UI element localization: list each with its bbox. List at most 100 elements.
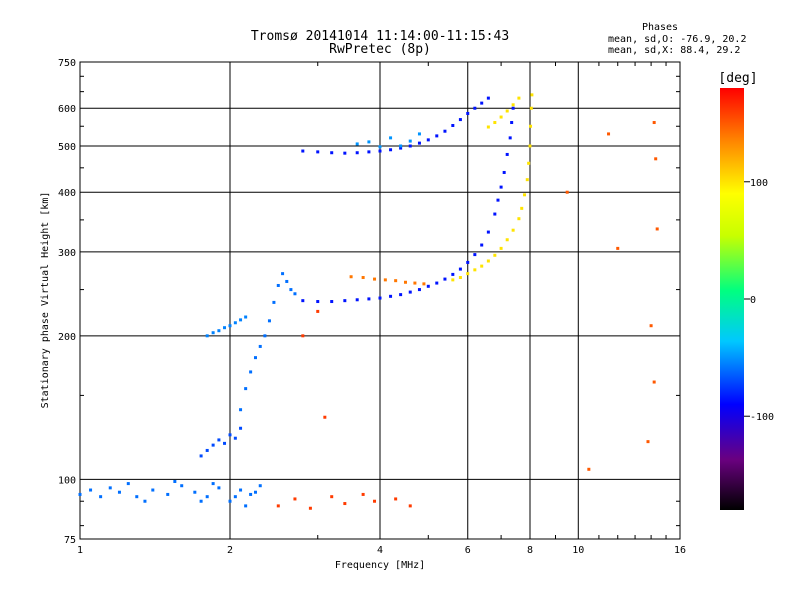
data-point xyxy=(529,124,533,128)
data-point xyxy=(523,193,527,197)
data-point xyxy=(383,278,387,282)
data-point xyxy=(399,146,403,150)
data-point xyxy=(281,272,285,276)
data-point xyxy=(486,230,490,234)
data-point xyxy=(528,144,532,148)
data-point xyxy=(408,504,412,508)
data-point xyxy=(367,150,371,154)
data-point xyxy=(646,440,650,444)
data-point xyxy=(316,309,320,313)
data-point xyxy=(493,121,497,125)
y-tick-label: 300 xyxy=(58,248,76,259)
data-point xyxy=(525,178,529,182)
data-point xyxy=(486,125,490,129)
y-tick-label: 100 xyxy=(58,475,76,486)
data-point xyxy=(205,334,209,338)
data-point xyxy=(652,380,656,384)
data-point xyxy=(289,288,293,292)
data-point xyxy=(199,499,203,503)
data-point xyxy=(217,438,221,442)
data-point xyxy=(239,426,243,430)
phases-o-stats: mean, sd,O: -76.9, 20.2 xyxy=(608,34,746,45)
data-point xyxy=(272,300,276,304)
data-point xyxy=(417,288,421,292)
data-point xyxy=(389,294,393,298)
data-point xyxy=(244,504,248,508)
colorbar-tick-label: 100 xyxy=(750,178,768,189)
data-point xyxy=(108,486,112,490)
y-tick-label: 500 xyxy=(58,142,76,153)
chart-title: Tromsø 20141014 11:14:00-11:15:43 xyxy=(251,29,509,44)
data-points xyxy=(78,93,659,510)
data-point xyxy=(511,106,515,110)
data-point xyxy=(473,268,477,272)
data-point xyxy=(343,151,347,155)
data-point xyxy=(373,499,377,503)
colorbar-ticks: 100 0 -100 xyxy=(744,178,774,423)
data-point xyxy=(458,276,462,280)
data-point xyxy=(166,492,170,496)
data-point xyxy=(389,148,393,152)
x-tick-label: 4 xyxy=(377,545,383,556)
phases-heading: Phases xyxy=(642,22,678,33)
data-point xyxy=(301,149,305,153)
data-point xyxy=(343,299,347,303)
data-point xyxy=(253,490,257,494)
data-point xyxy=(527,161,531,165)
data-point xyxy=(361,492,365,496)
data-point xyxy=(502,170,506,174)
data-point xyxy=(616,246,620,250)
data-point xyxy=(655,227,659,231)
data-point xyxy=(244,315,248,319)
data-point xyxy=(403,280,407,284)
data-point xyxy=(211,331,215,335)
data-point xyxy=(361,276,365,280)
x-tick-label: 16 xyxy=(674,545,686,556)
data-point xyxy=(422,282,426,286)
data-point xyxy=(258,484,262,488)
x-axis-label: Frequency [MHz] xyxy=(335,560,425,571)
data-point xyxy=(258,344,262,348)
data-point xyxy=(443,277,447,281)
data-point xyxy=(466,260,470,264)
data-point xyxy=(316,300,320,304)
colorbar xyxy=(720,88,744,510)
data-point xyxy=(367,140,371,144)
data-point xyxy=(117,490,121,494)
data-point xyxy=(293,292,297,296)
data-point xyxy=(443,129,447,133)
data-point xyxy=(399,144,403,148)
y-tick-label: 400 xyxy=(58,188,76,199)
data-point xyxy=(135,495,139,499)
data-point xyxy=(378,145,382,149)
data-point xyxy=(517,96,521,100)
data-point xyxy=(244,387,248,391)
data-point xyxy=(473,106,477,110)
data-point xyxy=(228,324,232,328)
data-point xyxy=(99,495,103,499)
data-point xyxy=(233,436,237,440)
data-point xyxy=(205,448,209,452)
x-tick-label: 10 xyxy=(572,545,584,556)
colorbar-label: [deg] xyxy=(718,71,757,86)
colorbar-tick-label: 0 xyxy=(750,295,756,306)
data-point xyxy=(228,433,232,437)
data-point xyxy=(510,121,514,125)
data-point xyxy=(217,329,221,333)
data-point xyxy=(316,150,320,154)
y-tick-label: 200 xyxy=(58,332,76,343)
data-point xyxy=(417,141,421,145)
data-point xyxy=(486,259,490,263)
data-point xyxy=(408,290,412,294)
data-point xyxy=(473,253,477,257)
data-point xyxy=(239,408,243,412)
data-point xyxy=(480,101,484,105)
data-point xyxy=(330,300,334,304)
data-point xyxy=(493,212,497,216)
data-point xyxy=(394,279,398,283)
data-point xyxy=(249,370,253,374)
data-point xyxy=(276,504,280,508)
data-point xyxy=(126,482,130,486)
data-point xyxy=(267,319,271,323)
